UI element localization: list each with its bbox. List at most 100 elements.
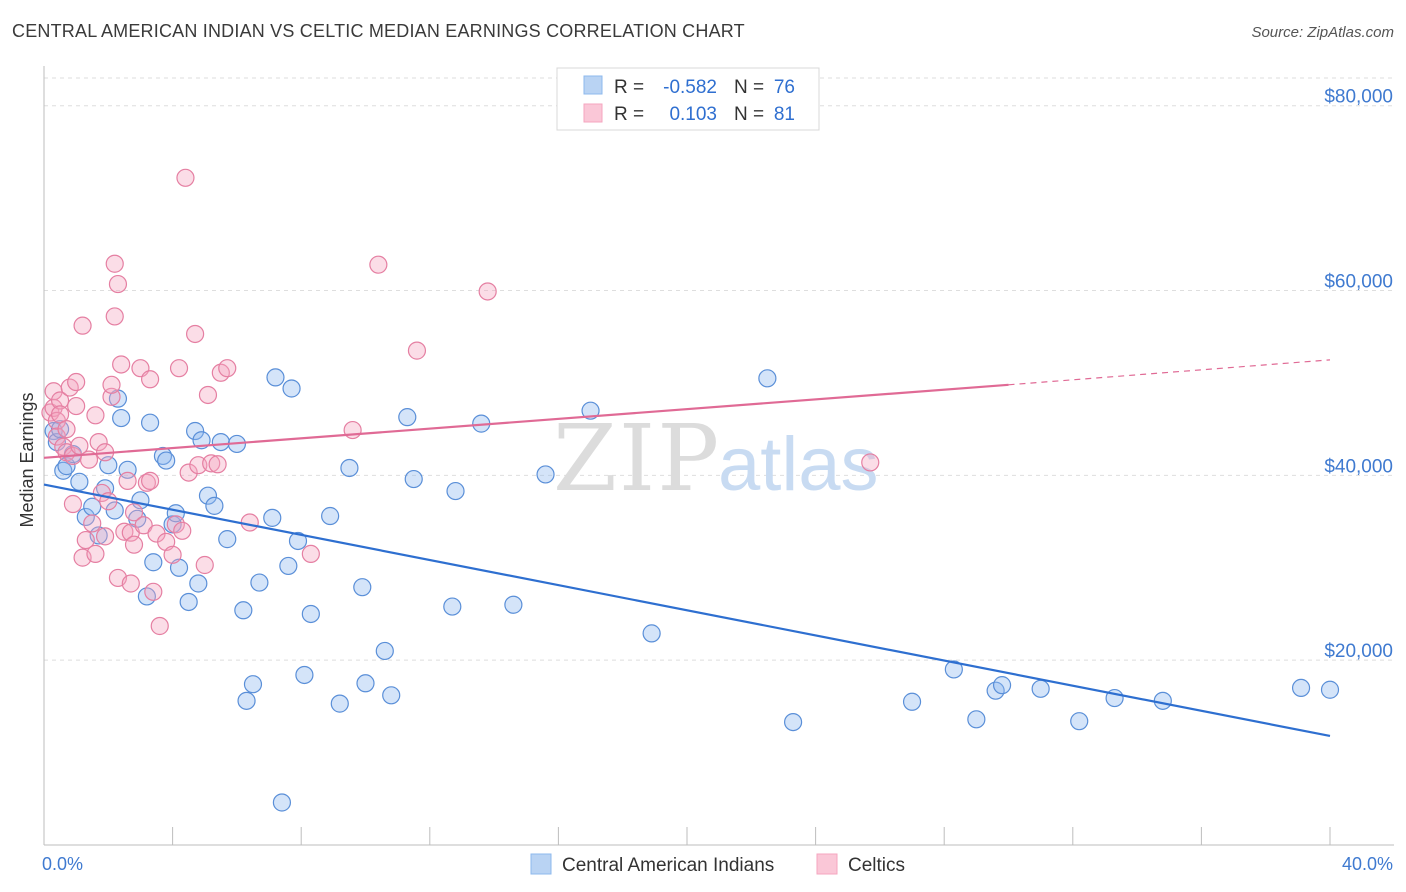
point-series0-71: [1070, 712, 1089, 731]
point-series0-7: [76, 507, 95, 527]
point-series1-55: [179, 463, 198, 482]
point-series0-28: [189, 574, 208, 593]
point-series0-32: [211, 432, 230, 452]
point-series0-37: [243, 675, 263, 694]
point-series0-48: [330, 694, 349, 713]
stats-legend: R = -0.582 N = 76 R = 0.103 N = 81: [556, 67, 820, 131]
point-series1-56: [186, 324, 205, 344]
point-series0-27: [186, 421, 205, 441]
point-series0-20: [144, 553, 163, 572]
point-series0-35: [234, 601, 253, 620]
watermark-atlas: atlas: [718, 422, 879, 507]
point-series0-22: [157, 451, 176, 470]
point-series1-52: [169, 359, 189, 378]
point-series0-6: [70, 472, 89, 491]
point-series1-14: [67, 396, 86, 416]
point-series0-51: [356, 674, 375, 693]
legend-label-celtics: Celtics: [848, 855, 905, 876]
legend-swatch-central-american-indians: [530, 853, 552, 875]
point-series0-62: [642, 624, 661, 643]
point-series1-53: [173, 521, 192, 540]
x-tick-label-max: 40.0%: [1342, 854, 1393, 874]
point-series1-65: [301, 544, 320, 564]
point-series0-69: [992, 676, 1012, 695]
point-series1-23: [89, 432, 108, 452]
point-series0-43: [282, 379, 301, 398]
point-series1-34: [112, 355, 131, 374]
point-series0-60: [536, 465, 555, 484]
point-series0-49: [340, 458, 359, 478]
point-series1-32: [108, 274, 128, 294]
legend-label-central-american-indians: Central American Indians: [562, 855, 774, 876]
point-series0-31: [205, 496, 224, 515]
chart-title: CENTRAL AMERICAN INDIAN VS CELTIC MEDIAN…: [12, 21, 745, 41]
point-series0-70: [1031, 679, 1050, 698]
point-series1-50: [163, 545, 182, 564]
point-series0-65: [902, 692, 922, 711]
stats-swatch-pink: [583, 103, 603, 123]
point-series1-31: [105, 254, 124, 273]
point-series0-12: [105, 501, 124, 520]
point-series0-33: [218, 530, 237, 549]
y-tick-labels: $20,000 $40,000 $60,000 $80,000: [1324, 87, 1393, 662]
stats-r-value-1: -0.582: [663, 77, 717, 98]
data-points: [41, 168, 1340, 812]
point-series1-18: [76, 530, 95, 550]
grid-lines: [44, 77, 1394, 661]
point-series1-68: [407, 341, 427, 360]
point-series0-26: [179, 592, 198, 612]
point-series1-42: [134, 516, 153, 535]
stats-n-value-2: 81: [774, 104, 795, 125]
point-series0-47: [321, 506, 340, 526]
point-series0-40: [266, 368, 285, 387]
point-series0-19: [140, 413, 160, 432]
point-series0-46: [301, 604, 320, 624]
point-series1-26: [95, 527, 115, 546]
point-series1-66: [343, 420, 362, 440]
stats-r-value-2: 0.103: [669, 104, 717, 125]
point-series0-38: [250, 573, 269, 592]
point-series0-64: [783, 712, 803, 732]
stats-n-label-1: N =: [734, 77, 764, 98]
point-series1-22: [86, 544, 105, 564]
point-series1-67: [369, 255, 388, 274]
stats-r-label-1: R =: [614, 77, 644, 98]
point-series1-59: [198, 385, 218, 405]
point-series1-64: [240, 513, 259, 532]
point-series0-36: [237, 691, 256, 710]
x-tick-label-min: 0.0%: [42, 854, 83, 874]
point-series0-75: [1320, 680, 1340, 699]
point-series1-60: [202, 454, 221, 473]
point-series1-48: [150, 616, 169, 636]
point-series1-54: [176, 168, 195, 187]
y-tick-label-2: $60,000: [1324, 272, 1393, 293]
point-series1-51: [166, 515, 185, 534]
point-series1-61: [208, 455, 227, 474]
point-series1-16: [73, 316, 92, 335]
point-series0-55: [404, 469, 423, 489]
point-series1-7: [54, 437, 73, 456]
point-series0-41: [272, 793, 292, 812]
point-series1-37: [121, 574, 140, 593]
point-series0-57: [446, 481, 465, 501]
point-series1-21: [86, 406, 105, 425]
point-series0-74: [1291, 678, 1311, 698]
point-series0-30: [198, 486, 218, 505]
stats-r-label-2: R =: [614, 104, 644, 125]
point-series1-36: [118, 471, 137, 491]
point-series1-5: [50, 391, 70, 410]
point-series1-70: [861, 453, 880, 472]
stats-n-label-2: N =: [734, 104, 764, 125]
point-series1-13: [67, 372, 86, 392]
point-series1-44: [140, 471, 160, 491]
point-series1-8: [57, 420, 76, 439]
point-series1-30: [105, 307, 124, 326]
point-series0-14: [112, 408, 131, 428]
y-tick-label-0: $20,000: [1324, 641, 1393, 662]
point-series1-29: [102, 375, 121, 394]
point-series1-11: [63, 494, 83, 514]
point-series0-54: [398, 408, 417, 427]
stats-swatch-blue: [583, 75, 603, 95]
point-series0-59: [504, 595, 523, 614]
point-series1-4: [47, 427, 66, 446]
